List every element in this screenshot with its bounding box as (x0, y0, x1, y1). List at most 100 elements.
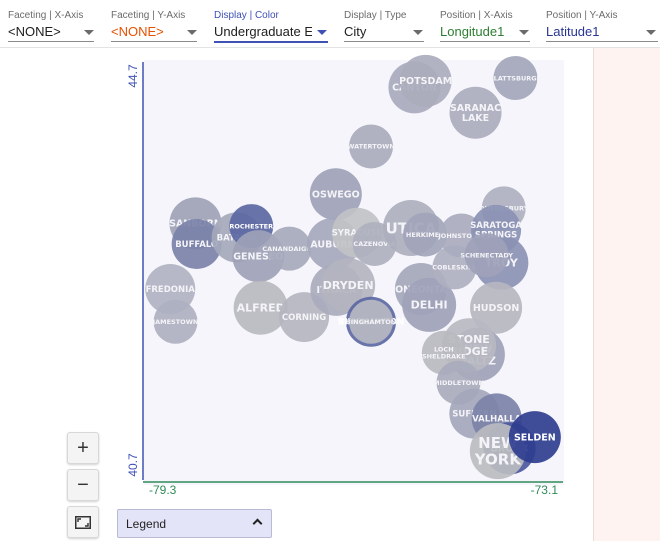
pos-y-underline (546, 41, 658, 42)
pos-x-select[interactable]: Position | X-Axis Longitude1 (440, 10, 530, 44)
point-label: OSWEGO (312, 190, 360, 201)
side-panel (593, 48, 660, 541)
point-marker (349, 299, 394, 344)
point-label: AUBURN (310, 239, 355, 250)
type-underline (344, 41, 424, 42)
point-marker (309, 168, 362, 221)
point-label: SCHENECTADY (460, 251, 513, 259)
city-point[interactable]: CANANDAIGUA (262, 226, 316, 271)
point-marker (267, 226, 312, 271)
city-point[interactable]: WATERTOWN (347, 124, 395, 169)
city-point[interactable]: BUFFALO (171, 218, 222, 269)
point-label: NEW YORK (474, 434, 523, 469)
type-select[interactable]: Display | Type City (344, 10, 424, 44)
chevron-down-icon (413, 30, 423, 35)
color-value: Undergraduate En (214, 24, 312, 39)
point-marker (233, 280, 288, 335)
chevron-down-icon (317, 30, 327, 35)
city-point[interactable]: SARANAC LAKE (449, 86, 502, 139)
chevron-up-icon (252, 518, 263, 529)
point-label: CAZENOVIA (353, 240, 395, 248)
zoom-in-button[interactable]: + (67, 432, 99, 464)
point-marker (464, 233, 509, 278)
point-label: MIDDLETOWN (433, 379, 484, 387)
point-marker (399, 54, 452, 107)
facet-x-underline (8, 41, 94, 42)
point-label: HERKIMER (406, 231, 444, 239)
pos-x-label: Position | X-Axis (440, 10, 513, 21)
point-label: SELDEN (514, 432, 556, 443)
point-marker (153, 299, 198, 344)
point-label: BUFFALO (175, 240, 218, 250)
fit-to-screen-icon (75, 515, 91, 529)
y-tick-label-min: 40.7 (126, 453, 140, 477)
point-marker (449, 86, 502, 139)
point-label: SARANAC LAKE (450, 103, 501, 124)
facet-x-label: Faceting | X-Axis (8, 10, 84, 21)
city-point[interactable]: BINGHAMTON (346, 299, 397, 344)
color-label: Display | Color (214, 10, 279, 21)
facet-x-value: <NONE> (8, 24, 61, 39)
fit-screen-button[interactable] (67, 506, 99, 538)
color-underline (214, 41, 328, 43)
point-label: CORNING (282, 313, 326, 323)
point-label: JOHNSTOWN (437, 232, 484, 240)
facet-y-value: <NONE> (111, 24, 164, 39)
point-label: HUDSON (473, 303, 519, 314)
toolbar: Faceting | X-Axis <NONE> Faceting | Y-Ax… (0, 0, 660, 48)
point-marker (508, 411, 561, 464)
point-marker (171, 218, 222, 269)
facet-y-underline (111, 41, 197, 42)
x-tick-label-min: -79.3 (149, 483, 177, 497)
city-point[interactable]: DRYDEN (321, 258, 376, 313)
city-point[interactable]: HUDSON (470, 281, 523, 334)
point-label: PLATTSBURGH (489, 74, 542, 82)
point-marker (402, 277, 457, 332)
point-label: BINGHAMTON (346, 318, 397, 326)
type-value: City (344, 24, 367, 39)
zoom-out-button[interactable]: − (67, 469, 99, 501)
facet-y-select[interactable]: Faceting | Y-Axis <NONE> (111, 10, 197, 44)
city-point[interactable]: SELDEN (508, 411, 561, 464)
color-select[interactable]: Display | Color Undergraduate En (214, 10, 328, 44)
city-point[interactable]: PLATTSBURGH (489, 56, 542, 100)
y-tick-label-max: 44.7 (126, 64, 140, 88)
pos-x-underline (440, 41, 530, 42)
type-label: Display | Type (344, 10, 407, 21)
facet-x-select[interactable]: Faceting | X-Axis <NONE> (8, 10, 94, 44)
pos-y-value: Latitude1 (546, 24, 600, 39)
point-label: WATERTOWN (347, 143, 395, 151)
legend-toggle[interactable]: Legend (117, 509, 272, 538)
city-point[interactable]: JAMESTOWN (152, 299, 199, 344)
chevron-down-icon (519, 30, 529, 35)
pos-y-select[interactable]: Position | Y-Axis Latitude1 (546, 10, 658, 44)
city-point[interactable]: HERKIMER (403, 212, 448, 257)
point-label: ALFRED (237, 302, 285, 315)
point-label: JAMESTOWN (152, 318, 199, 326)
point-marker (403, 212, 448, 257)
legend-title: Legend (126, 517, 167, 531)
city-point[interactable]: SCHENECTADY (460, 233, 513, 278)
point-label: COBLESKILL (432, 264, 476, 272)
point-marker (493, 56, 538, 100)
chevron-down-icon (84, 30, 94, 35)
x-tick-label-max: -73.1 (531, 483, 559, 497)
point-label: VALHALLA (472, 414, 522, 424)
chevron-down-icon (187, 30, 197, 35)
pos-y-label: Position | Y-Axis (546, 10, 618, 21)
points-layer: SANBORNBUFFALOBATAVIAROCHESTERGENESEOCAN… (145, 54, 561, 480)
city-point[interactable]: OSWEGO (309, 168, 362, 221)
pos-x-value: Longitude1 (440, 24, 505, 39)
city-point[interactable]: NEW YORK (469, 423, 526, 480)
city-point[interactable]: POTSDAM (399, 54, 452, 107)
city-point[interactable]: ALFRED (233, 280, 288, 335)
scatter-chart[interactable]: SANBORNBUFFALOBATAVIAROCHESTERGENESEOCAN… (0, 48, 593, 541)
point-marker (349, 124, 394, 169)
point-marker (470, 281, 523, 334)
city-point[interactable]: DELHI (402, 277, 457, 332)
point-label: DRYDEN (323, 279, 374, 292)
point-label: GENESEO (233, 251, 283, 262)
facet-y-label: Faceting | Y-Axis (111, 10, 186, 21)
point-label: POTSDAM (399, 76, 452, 87)
point-label: ROCHESTER (229, 222, 273, 230)
